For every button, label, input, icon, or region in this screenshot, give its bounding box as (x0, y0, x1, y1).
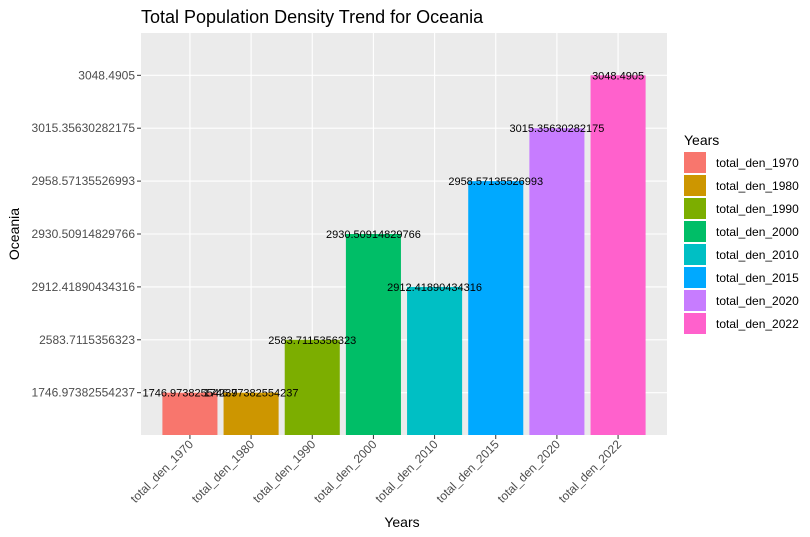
legend-key-total_den_1970 (684, 152, 706, 173)
legend-key-total_den_2015 (684, 267, 706, 288)
y-axis-title: Oceania (6, 208, 22, 260)
y-tick-label: 3015.35630282175 (32, 121, 136, 135)
legend-title: Years (684, 132, 719, 148)
data-label-total_den_2022: 3048.4905 (592, 70, 644, 82)
data-label-total_den_1980: 1746.97382554237 (204, 388, 299, 400)
x-tick-label: total_den_2015 (433, 437, 502, 506)
legend-label-total_den_1970: total_den_1970 (716, 156, 799, 170)
y-tick-label: 2912.41890434316 (32, 280, 136, 294)
legend-key-total_den_2022 (684, 313, 706, 334)
legend-label-total_den_2000: total_den_2000 (716, 225, 799, 239)
x-axis: total_den_1970total_den_1980total_den_19… (128, 435, 625, 506)
y-tick-label: 1746.97382554237 (32, 386, 136, 400)
data-label-total_den_2010: 2912.41890434316 (387, 282, 482, 294)
legend-label-total_den_2010: total_den_2010 (716, 248, 799, 262)
bars (162, 75, 646, 436)
data-label-total_den_2015: 2958.57135526993 (448, 176, 543, 188)
data-label-total_den_1990: 2583.7115356323 (268, 335, 356, 347)
y-tick-label: 3048.4905 (78, 68, 135, 82)
y-axis: 1746.97382554237 2583.7115356323 2912.4189… (32, 68, 141, 400)
data-label-total_den_2020: 3015.35630282175 (509, 123, 604, 135)
bar-total_den_1990 (284, 339, 340, 435)
bar-total_den_1980 (223, 392, 279, 435)
legend-label-total_den_2015: total_den_2015 (716, 271, 799, 285)
x-tick-label: total_den_2020 (495, 437, 564, 506)
legend-key-total_den_1990 (684, 198, 706, 219)
data-label-total_den_1970: 1746.97382554237 (143, 388, 238, 400)
x-tick-label: total_den_1970 (128, 437, 197, 506)
legend-key-total_den_2010 (684, 244, 706, 265)
y-tick-label: 2930.50914829766 (32, 227, 136, 241)
legend-key-total_den_1980 (684, 175, 706, 196)
legend-key-total_den_2000 (684, 221, 706, 242)
x-tick-label: total_den_2022 (556, 437, 625, 506)
x-tick-label: total_den_2010 (372, 437, 441, 506)
x-tick-label: total_den_1990 (250, 437, 319, 506)
legend: Years total_den_1970 total_den_1980 total_… (684, 132, 799, 334)
bar-total_den_1970 (162, 392, 218, 435)
legend-label-total_den_2020: total_den_2020 (716, 294, 799, 308)
bar-total_den_2010 (407, 286, 463, 435)
x-axis-title: Years (384, 514, 419, 530)
legend-label-total_den_1990: total_den_1990 (716, 202, 799, 216)
legend-label-total_den_1980: total_den_1980 (716, 179, 799, 193)
y-tick-label: 2583.7115356323 (39, 333, 135, 347)
x-tick-label: total_den_1980 (189, 437, 258, 506)
bar-total_den_2015 (468, 181, 524, 435)
chart-title: Total Population Density Trend for Ocean… (141, 7, 484, 27)
bar-total_den_2020 (529, 128, 585, 436)
bar-total_den_2022 (590, 75, 646, 435)
legend-key-total_den_2020 (684, 290, 706, 311)
x-tick-label: total_den_2000 (311, 437, 380, 506)
bar-total_den_2000 (345, 234, 401, 435)
data-label-total_den_2000: 2930.50914829766 (326, 229, 421, 241)
legend-label-total_den_2022: total_den_2022 (716, 317, 799, 331)
y-tick-label: 2958.57135526993 (32, 174, 136, 188)
